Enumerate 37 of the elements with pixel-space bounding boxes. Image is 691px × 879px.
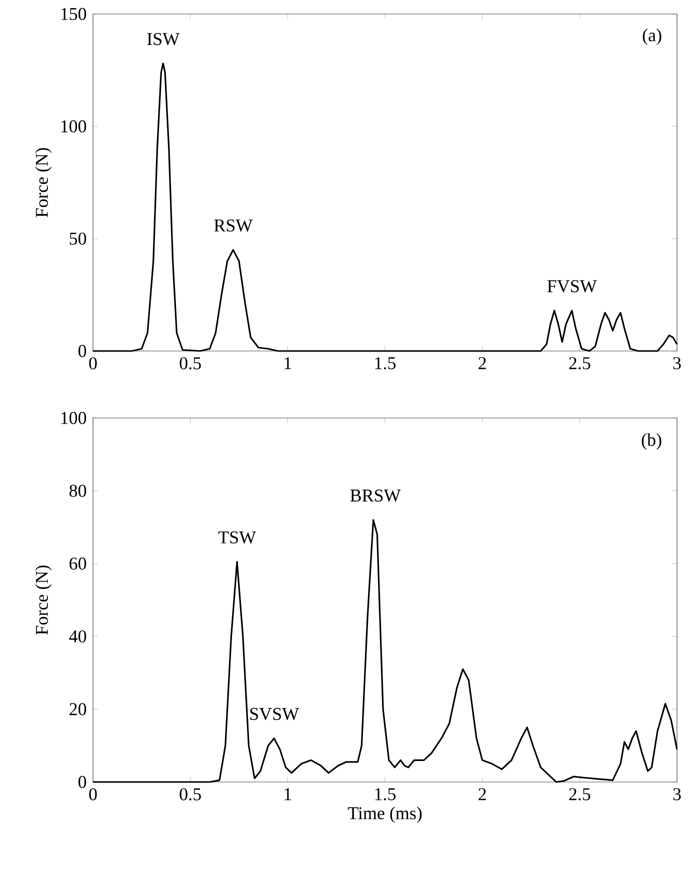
line-series <box>92 519 678 783</box>
x-tick-label: 0 <box>89 357 97 370</box>
x-tick-label: 1 <box>284 357 292 370</box>
line-series <box>92 62 678 352</box>
x-tick-label: 3 <box>673 357 681 370</box>
y-tick-label: 0 <box>78 776 86 788</box>
y-tick-label: 60 <box>70 558 86 570</box>
annotation: ISW <box>147 33 180 46</box>
y-tick-label: 0 <box>78 344 86 358</box>
x-tick-label: 2 <box>478 788 486 800</box>
annotation: RSW <box>214 220 253 232</box>
y-axis-title: Force (N) <box>35 148 52 218</box>
x-tick-label: 0.5 <box>180 788 201 800</box>
annotation: TSW <box>218 531 256 544</box>
x-tick-label: 1.5 <box>375 357 396 370</box>
x-tick-label: 0 <box>89 788 97 800</box>
x-tick-label: 1 <box>284 788 292 800</box>
y-tick-label: 100 <box>61 120 86 132</box>
y-tick-label: 80 <box>69 484 86 497</box>
y-tick-label: 150 <box>61 8 86 20</box>
y-tick-label: 40 <box>69 630 86 642</box>
x-tick-label: 3 <box>673 788 681 800</box>
x-tick-label: 2.5 <box>569 357 590 370</box>
x-tick-label: 2.5 <box>569 788 590 800</box>
y-tick-label: 20 <box>70 703 86 716</box>
x-tick-label: 1.5 <box>375 788 396 800</box>
annotation: FVSW <box>547 280 597 292</box>
annotation: (b) <box>642 433 662 450</box>
x-tick-label: 0.5 <box>180 357 201 370</box>
annotation: SVSW <box>250 708 299 720</box>
annotation: (a) <box>642 28 662 45</box>
y-tick-label: 100 <box>61 412 86 424</box>
y-axis-title: Force (N) <box>35 566 52 635</box>
x-axis-title: Time (ms) <box>348 806 422 823</box>
y-tick-label: 50 <box>70 232 86 245</box>
annotation: BRSW <box>350 490 401 502</box>
x-tick-label: 2 <box>478 357 486 370</box>
